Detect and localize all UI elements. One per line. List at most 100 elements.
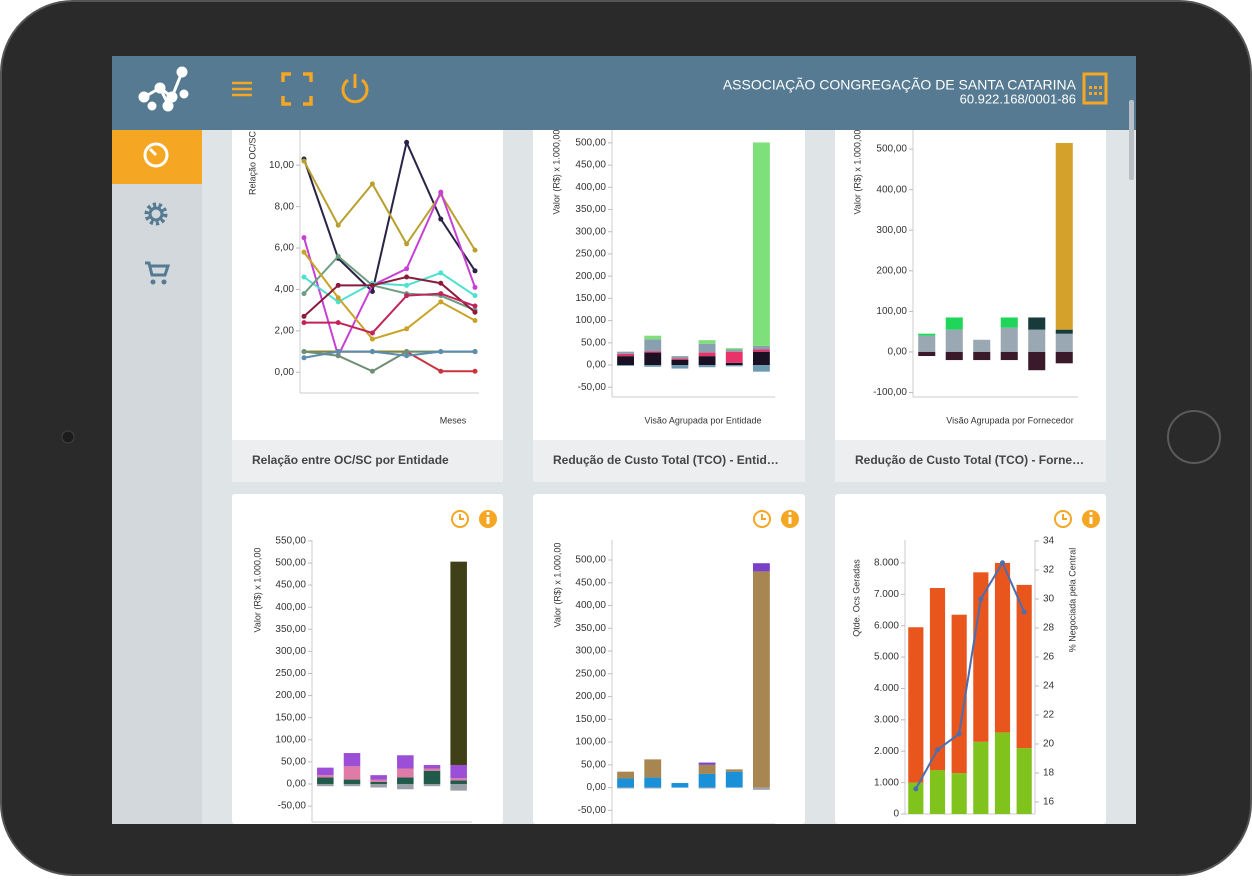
sidebar-bg <box>112 130 202 824</box>
point <box>935 747 940 753</box>
y-tick-label: 26 <box>1043 652 1055 663</box>
point <box>404 293 410 299</box>
y-tick-label: 300,00 <box>275 646 306 657</box>
y-tick-label: 300,00 <box>575 226 606 237</box>
bar-segment <box>951 773 967 814</box>
point <box>301 274 307 280</box>
bar-segment <box>698 352 716 357</box>
bar-segment <box>317 775 334 778</box>
y-tick-label: 50,00 <box>281 757 306 768</box>
company-cnpj: 60.922.168/0001-86 <box>960 91 1076 106</box>
card-footer <box>835 440 1106 482</box>
y-tick-label: 450,00 <box>275 580 306 591</box>
y2-axis-label: % Negociada pela Central <box>1067 548 1077 653</box>
point <box>1021 609 1027 615</box>
menu-button[interactable] <box>232 81 252 97</box>
bar-segment <box>343 783 361 787</box>
y-tick-label: 400,00 <box>275 602 306 613</box>
bar-segment <box>343 766 361 780</box>
bar-segment <box>617 771 635 779</box>
y-tick-label: 150,00 <box>575 714 606 725</box>
bar-segment <box>725 348 743 350</box>
point <box>472 284 478 290</box>
info-glyph <box>788 517 792 524</box>
bar-segment <box>973 339 991 352</box>
menu-cart[interactable] <box>145 261 171 285</box>
bar-segment <box>752 142 770 346</box>
bar-segment <box>951 614 967 774</box>
info-button[interactable] <box>781 510 799 528</box>
bar-segment <box>945 317 963 330</box>
building-icon[interactable] <box>1082 72 1108 105</box>
point <box>301 249 307 255</box>
bar-segment <box>423 764 441 769</box>
line <box>303 254 476 312</box>
point <box>472 318 478 324</box>
bar-segment <box>929 770 946 814</box>
y-axis-label: Valor (R$) x 1.000,00 <box>552 543 562 628</box>
bar-segment <box>1028 317 1046 330</box>
clock-button[interactable] <box>1054 510 1072 528</box>
bar-segment <box>423 783 441 787</box>
bar-segment <box>450 764 467 779</box>
line <box>303 160 476 251</box>
x-axis-label: Visão Agrupada por Entidade <box>645 415 762 425</box>
info-button[interactable] <box>1082 510 1100 528</box>
bar-segment <box>450 561 467 765</box>
y-tick-label: 200,00 <box>575 271 606 282</box>
y-tick-label: 400,00 <box>876 184 907 195</box>
bar-segment <box>698 356 716 366</box>
menu-dashboard[interactable] <box>112 130 202 184</box>
fullscreen-button[interactable] <box>281 72 313 106</box>
y-tick-label: 300,00 <box>876 225 907 236</box>
bar-segment <box>1055 351 1073 364</box>
scrollbar[interactable] <box>1129 100 1134 180</box>
y-tick-label: 0,00 <box>888 347 908 358</box>
card <box>533 120 805 482</box>
menu-settings[interactable] <box>144 202 168 226</box>
point <box>301 291 307 297</box>
bar-segment <box>1055 142 1073 330</box>
bar-segment <box>397 768 414 778</box>
y-tick-label: 250,00 <box>575 668 606 679</box>
card-title: Redução de Custo Total (TCO) - Forne… <box>855 453 1084 467</box>
x-axis-label: Meses <box>440 415 467 425</box>
info-glyph <box>486 517 490 524</box>
logo[interactable] <box>138 66 189 112</box>
bar-segment <box>370 775 387 780</box>
clock-button[interactable] <box>451 510 469 528</box>
y-tick-label: 500,00 <box>275 558 306 569</box>
point <box>404 282 410 288</box>
sidebar <box>112 130 202 824</box>
card <box>533 494 805 824</box>
y-tick-label: 250,00 <box>275 668 306 679</box>
y-tick-label: 150,00 <box>575 293 606 304</box>
bar-segment <box>698 365 716 368</box>
bar-segment <box>644 787 662 789</box>
y-tick-label: 7.000 <box>874 589 899 600</box>
y-tick-label: 100,00 <box>876 306 907 317</box>
clock-button[interactable] <box>753 510 771 528</box>
bar-segment <box>918 351 936 357</box>
bar-segment <box>1000 351 1018 361</box>
home-button[interactable] <box>1167 410 1221 464</box>
info-dot <box>1089 511 1093 516</box>
point <box>438 280 444 286</box>
bar-segment <box>1028 351 1046 371</box>
y-tick-label: 200,00 <box>275 690 306 701</box>
y-tick-label: 150,00 <box>275 712 306 723</box>
header: ASSOCIAÇÃO CONGREGAÇÃO DE SANTA CATARINA… <box>112 56 1136 130</box>
point <box>335 282 341 288</box>
bar-segment <box>397 755 414 769</box>
power-button[interactable] <box>341 74 369 104</box>
y-axis-label: Valor (R$) x 1.000,00 <box>252 548 262 633</box>
bar-segment <box>725 365 743 367</box>
bar-segment <box>1016 748 1032 814</box>
point <box>404 274 410 280</box>
y-tick-label: -100,00 <box>873 387 907 398</box>
y-tick-label: 0 <box>893 809 899 820</box>
clock-icon <box>451 510 469 528</box>
bar-segment <box>929 588 946 771</box>
info-button[interactable] <box>479 510 497 528</box>
point <box>1000 560 1005 566</box>
